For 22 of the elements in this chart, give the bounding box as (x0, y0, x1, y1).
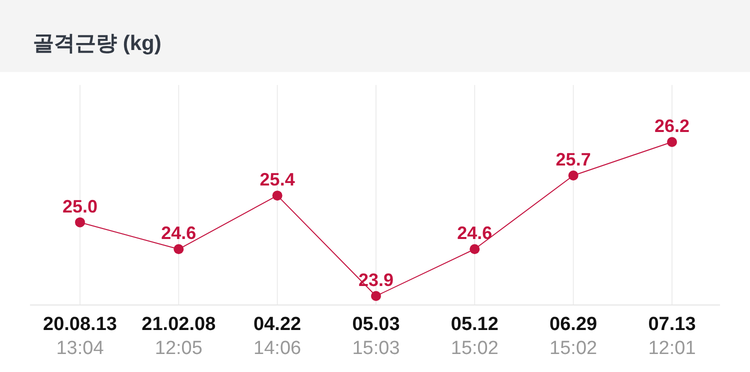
point (174, 244, 184, 254)
x-tick-label: 06.29 15:02 (550, 314, 598, 359)
point (371, 291, 381, 301)
chart-title: 골격근량 (kg) (33, 32, 162, 55)
x-tick-label: 07.13 12:01 (648, 314, 696, 359)
data-label: 23.9 (358, 270, 394, 290)
point (470, 244, 480, 254)
data-label: 25.0 (62, 196, 98, 216)
x-tick-label: 05.03 15:03 (352, 314, 400, 359)
point (667, 137, 677, 147)
data-label: 26.2 (654, 116, 690, 136)
data-label: 24.6 (161, 223, 196, 244)
x-tick-label: 05.12 15:02 (450, 314, 498, 359)
x-tick-label: 04.22 14:06 (254, 314, 302, 359)
point (568, 170, 578, 180)
point (272, 190, 282, 201)
x-tick-label: 20.08.13 13:04 (43, 314, 117, 359)
point (75, 217, 85, 228)
x-tick-label: 21.02.08 12:05 (142, 314, 216, 359)
data-label: 25.7 (556, 149, 591, 170)
data-label: 25.4 (260, 170, 295, 190)
data-label: 24.6 (457, 223, 492, 244)
